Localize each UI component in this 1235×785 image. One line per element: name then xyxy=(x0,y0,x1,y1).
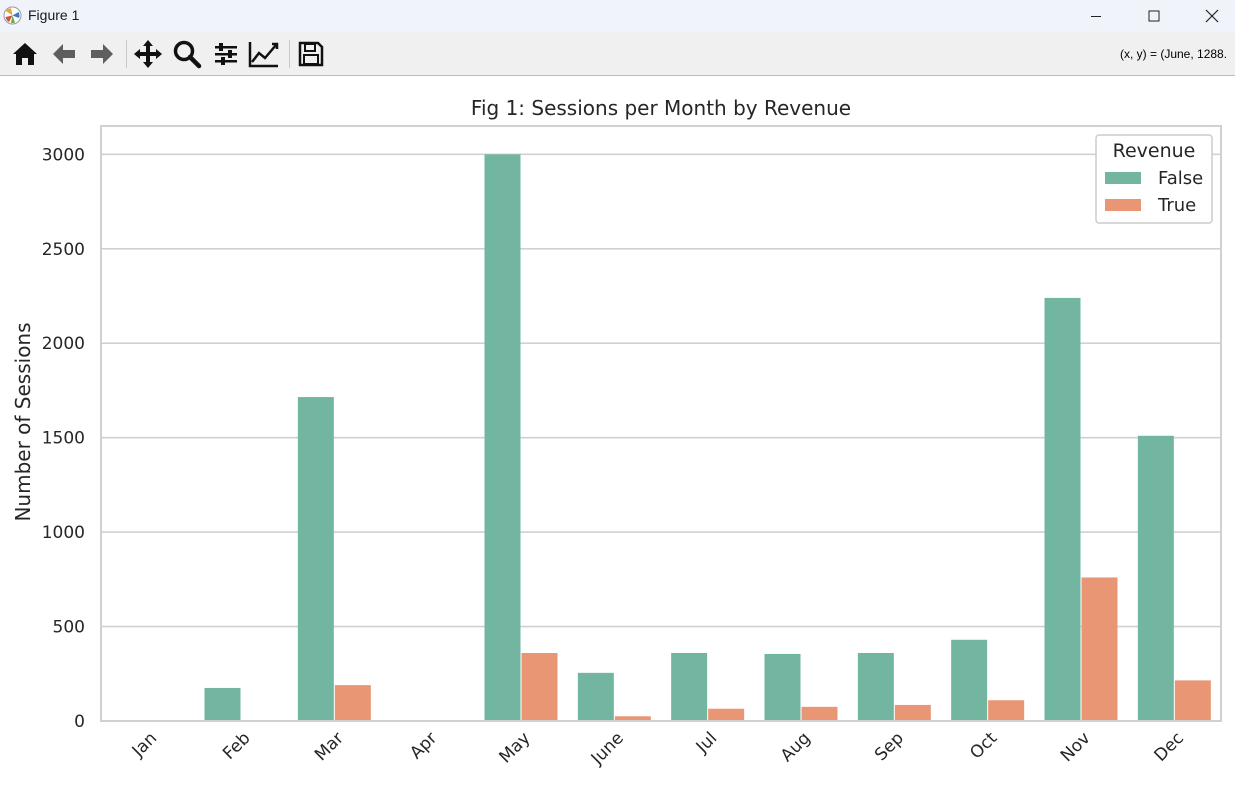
configure-subplots-icon xyxy=(215,43,237,65)
plot-frame xyxy=(100,125,1222,722)
home-button[interactable] xyxy=(8,38,42,70)
minimize-icon xyxy=(1091,16,1101,17)
legend-title: Revenue xyxy=(1113,140,1196,162)
forward-button[interactable] xyxy=(85,38,119,70)
toolbar-separator xyxy=(289,40,290,68)
bar-dec-true xyxy=(1174,680,1211,721)
window-titlebar: Figure 1 xyxy=(0,0,1235,32)
y-axis-label: Number of Sessions xyxy=(11,322,35,521)
save-button[interactable] xyxy=(294,38,328,70)
bar-nov-true xyxy=(1081,577,1118,721)
y-tick-label: 0 xyxy=(74,712,85,732)
zoom-button[interactable] xyxy=(170,38,204,70)
forward-arrow-icon xyxy=(91,44,113,64)
matplotlib-app-icon xyxy=(3,6,22,25)
legend-swatch-false xyxy=(1105,172,1141,184)
bar-sep-true xyxy=(894,704,931,721)
coordinate-readout: (x, y) = (June, 1288. xyxy=(1120,47,1228,61)
back-arrow-icon xyxy=(53,44,75,64)
legend-label-false: False xyxy=(1158,168,1203,189)
y-tick-label: 2000 xyxy=(42,334,85,354)
x-tick-label: June xyxy=(587,728,628,769)
close-icon xyxy=(1205,9,1219,23)
bar-aug-true xyxy=(801,706,838,721)
bar-jul-true xyxy=(708,708,745,721)
x-tick-label: Feb xyxy=(219,728,254,763)
x-tick-labels: Jan Feb Mar Apr May June Jul Aug Sep Oct Nov Dec xyxy=(128,728,1188,769)
pan-button[interactable] xyxy=(131,38,165,70)
bar-dec-false xyxy=(1137,435,1174,721)
edit-axis-lines-icon xyxy=(248,42,279,68)
y-tick-label: 2500 xyxy=(42,240,85,260)
x-tick-label: Mar xyxy=(311,728,348,765)
bars-group xyxy=(204,154,1211,721)
zoom-magnifier-icon xyxy=(173,40,202,69)
bar-aug-false xyxy=(764,653,801,721)
bar-nov-false xyxy=(1044,297,1081,721)
x-tick-label: Sep xyxy=(871,728,908,765)
bar-sep-false xyxy=(857,653,894,721)
bar-may-true xyxy=(521,653,558,721)
toolbar-separator xyxy=(126,40,127,68)
bar-mar-false xyxy=(297,397,334,721)
bar-jul-false xyxy=(671,653,708,721)
window-title: Figure 1 xyxy=(28,7,80,23)
y-gridlines xyxy=(101,153,1221,722)
bar-may-false xyxy=(484,154,521,721)
home-icon xyxy=(13,43,37,65)
x-tick-label: May xyxy=(496,728,535,767)
edit-axis-button[interactable] xyxy=(247,38,281,70)
save-floppy-icon xyxy=(298,41,324,67)
y-tick-label: 1500 xyxy=(42,429,85,449)
x-tick-label: Aug xyxy=(777,728,815,766)
y-tick-label: 3000 xyxy=(42,145,85,165)
y-tick-label: 1000 xyxy=(42,523,85,543)
bar-oct-true xyxy=(988,700,1025,721)
y-tick-label: 500 xyxy=(53,618,85,638)
minimize-button[interactable] xyxy=(1073,0,1119,32)
bar-oct-false xyxy=(951,639,988,721)
x-tick-label: Jul xyxy=(692,728,721,757)
legend-swatch-true xyxy=(1105,199,1141,211)
bar-mar-true xyxy=(334,685,371,721)
legend[interactable]: Revenue False True xyxy=(1095,134,1213,224)
configure-subplots-button[interactable] xyxy=(209,38,243,70)
x-tick-label: Jan xyxy=(128,728,161,761)
y-tick-labels: 0 500 1000 1500 2000 2500 3000 xyxy=(42,145,85,732)
back-button[interactable] xyxy=(47,38,81,70)
x-tick-label: Apr xyxy=(406,728,441,763)
bar-feb-false xyxy=(204,687,241,721)
legend-label-true: True xyxy=(1157,195,1196,216)
maximize-icon xyxy=(1148,10,1160,22)
close-button[interactable] xyxy=(1189,0,1235,32)
chart-canvas[interactable]: Fig 1: Sessions per Month by Revenue 0 50… xyxy=(0,76,1235,785)
bar-june-false xyxy=(577,672,614,721)
bar-june-true xyxy=(614,716,651,721)
navigation-toolbar: (x, y) = (June, 1288. xyxy=(0,32,1235,76)
x-tick-label: Oct xyxy=(966,728,1001,763)
pan-move-icon xyxy=(134,40,162,68)
x-tick-label: Nov xyxy=(1057,728,1095,766)
x-tick-label: Dec xyxy=(1150,728,1187,765)
chart-title: Fig 1: Sessions per Month by Revenue xyxy=(471,96,851,120)
maximize-button[interactable] xyxy=(1131,0,1177,32)
